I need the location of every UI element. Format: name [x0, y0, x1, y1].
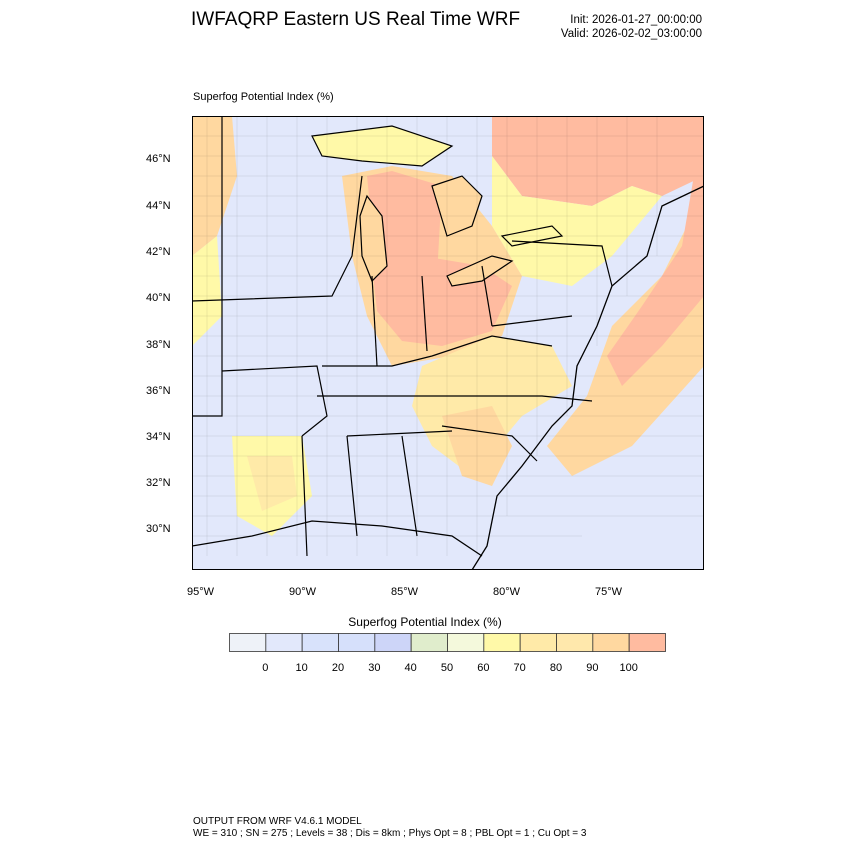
coastline [471, 185, 704, 570]
gulf-coastline [192, 520, 483, 557]
colorbar-tick-label: 20 [331, 662, 345, 674]
footer-config: WE = 310 ; SN = 275 ; Levels = 38 ; Dis … [193, 828, 587, 839]
lake-erie [446, 255, 514, 287]
lon-label: 95°W [187, 586, 215, 598]
lat-label: 46°N [146, 153, 171, 165]
county-boundaries [192, 116, 704, 556]
lon-label: 85°W [391, 586, 419, 598]
lat-label: 40°N [146, 292, 171, 304]
colorbar-tick-label: 80 [549, 662, 563, 674]
lat-label: 42°N [146, 246, 171, 258]
field-label: Superfog Potential Index (%) [193, 91, 334, 103]
lat-label: 34°N [146, 431, 171, 443]
lat-label: 36°N [146, 385, 171, 397]
lat-label: 32°N [146, 477, 171, 489]
init-time: Init: 2026-01-27_00:00:00 [570, 14, 702, 26]
west-fog-region [192, 116, 237, 256]
lakes-fog-region [492, 156, 662, 286]
colorbar-box [265, 633, 303, 652]
lake-huron [431, 175, 483, 237]
colorbar-box [338, 633, 376, 652]
colorbar [229, 633, 666, 652]
colorbar-title: Superfog Potential Index (%) [348, 615, 502, 629]
map-panel [192, 116, 704, 570]
colorbar-box [519, 633, 557, 652]
colorbar-box [592, 633, 630, 652]
colorbar-tick-label: 100 [619, 662, 638, 674]
colorbar-tick-label: 40 [404, 662, 417, 674]
lat-label: 44°N [146, 200, 171, 212]
canada-high-fog-region [492, 116, 704, 206]
colorbar-box [483, 633, 521, 652]
lat-label: 38°N [146, 339, 171, 351]
lon-label: 80°W [493, 586, 521, 598]
colorbar-box [556, 633, 594, 652]
colorbar-tick-label: 50 [440, 662, 454, 674]
footer-model: OUTPUT FROM WRF V4.6.1 MODEL [193, 816, 362, 827]
valid-time: Valid: 2026-02-02_03:00:00 [560, 28, 702, 40]
colorbar-box [301, 633, 339, 652]
colorbar-tick-label: 10 [295, 662, 308, 674]
state-boundaries [192, 116, 613, 557]
ocean-high-fog-region [607, 116, 704, 386]
colorbar-box [447, 633, 485, 652]
lat-label: 30°N [146, 523, 171, 535]
colorbar-box [628, 633, 666, 652]
colorbar-tick-label: 0 [262, 662, 269, 674]
colorbar-tick-label: 70 [513, 662, 526, 674]
lon-label: 75°W [595, 586, 623, 598]
lon-label: 90°W [289, 586, 317, 598]
lake-superior [311, 125, 454, 167]
ocean-fog-region [547, 116, 704, 476]
colorbar-tick-label: 30 [368, 662, 381, 674]
colorbar-tick-label: 60 [477, 662, 490, 674]
colorbar-box [410, 633, 448, 652]
map-frame [192, 116, 704, 570]
plot-title: IWFAQRP Eastern US Real Time WRF [191, 9, 521, 30]
colorbar-box [374, 633, 412, 652]
colorbar-tick-label: 90 [586, 662, 599, 674]
colorbar-box [229, 633, 267, 652]
